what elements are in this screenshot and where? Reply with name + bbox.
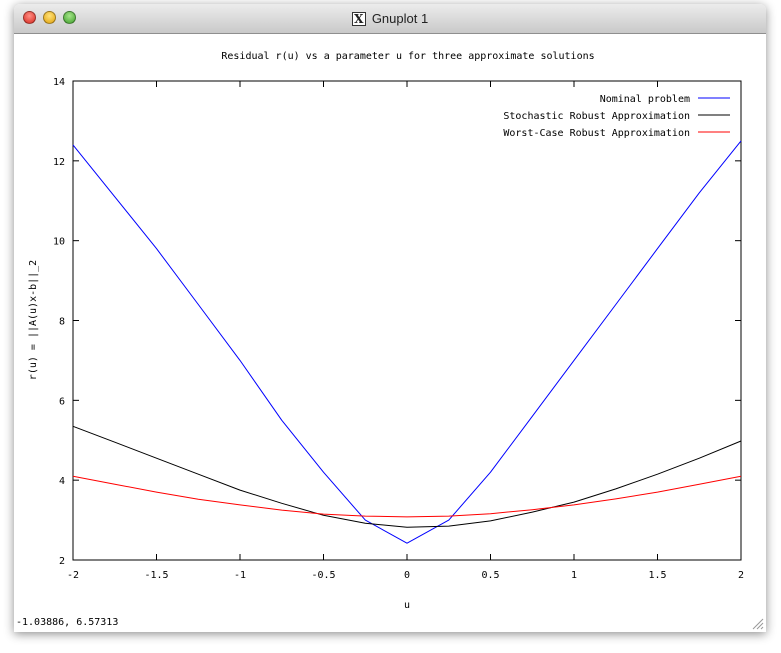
axis-ticks: -2 -1.5 -1 -0.5 0 0.5 1 1.5 2 2 4 6 8 10 12 14	[53, 77, 744, 581]
x-tick-label: 1.5	[648, 570, 666, 581]
y-tick-label: 12	[53, 157, 65, 168]
x11-app-icon: X	[351, 11, 366, 26]
x-axis-label: u	[404, 600, 410, 611]
y-tick-label: 10	[53, 237, 65, 248]
legend: Nominal problem Stochastic Robust Approxi…	[503, 94, 730, 139]
plot-frame	[72, 80, 742, 561]
plot-area[interactable]: Residual r(u) vs a parameter u for three…	[14, 34, 766, 616]
gnuplot-window: X Gnuplot 1 Residual r(u) vs a parameter…	[14, 4, 766, 632]
chart-title: Residual r(u) vs a parameter u for three…	[221, 51, 594, 62]
y-tick-label: 8	[59, 317, 65, 328]
resize-grip-icon[interactable]	[752, 618, 764, 630]
legend-label: Worst-Case Robust Approximation	[503, 128, 690, 139]
y-tick-label: 6	[59, 396, 65, 407]
x-tick-label: -0.5	[311, 570, 335, 581]
x-tick-label: -1	[234, 570, 246, 581]
legend-label: Stochastic Robust Approximation	[503, 111, 690, 122]
zoom-window-button[interactable]	[63, 11, 76, 24]
x-tick-label: -1.5	[144, 570, 168, 581]
y-axis-label: r(u) = ||A(u)x-b||_2	[28, 260, 39, 380]
legend-label: Nominal problem	[600, 94, 690, 105]
x-tick-label: 0.5	[481, 570, 499, 581]
series-line-0	[72, 140, 742, 544]
title-bar[interactable]: X Gnuplot 1	[14, 4, 766, 34]
cursor-coordinates: -1.03886, 6.57313	[16, 617, 119, 628]
y-tick-label: 14	[53, 77, 65, 88]
x-tick-label: 1	[571, 570, 577, 581]
series-lines	[72, 140, 742, 544]
series-line-2	[72, 475, 742, 518]
x-tick-label: -2	[67, 570, 79, 581]
minimize-window-button[interactable]	[43, 11, 56, 24]
y-tick-label: 4	[59, 476, 65, 487]
y-tick-label: 2	[59, 556, 65, 567]
close-window-button[interactable]	[23, 11, 36, 24]
x-tick-label: 0	[404, 570, 410, 581]
series-line-1	[72, 425, 742, 528]
x-tick-label: 2	[738, 570, 744, 581]
window-title: Gnuplot 1	[371, 11, 429, 26]
